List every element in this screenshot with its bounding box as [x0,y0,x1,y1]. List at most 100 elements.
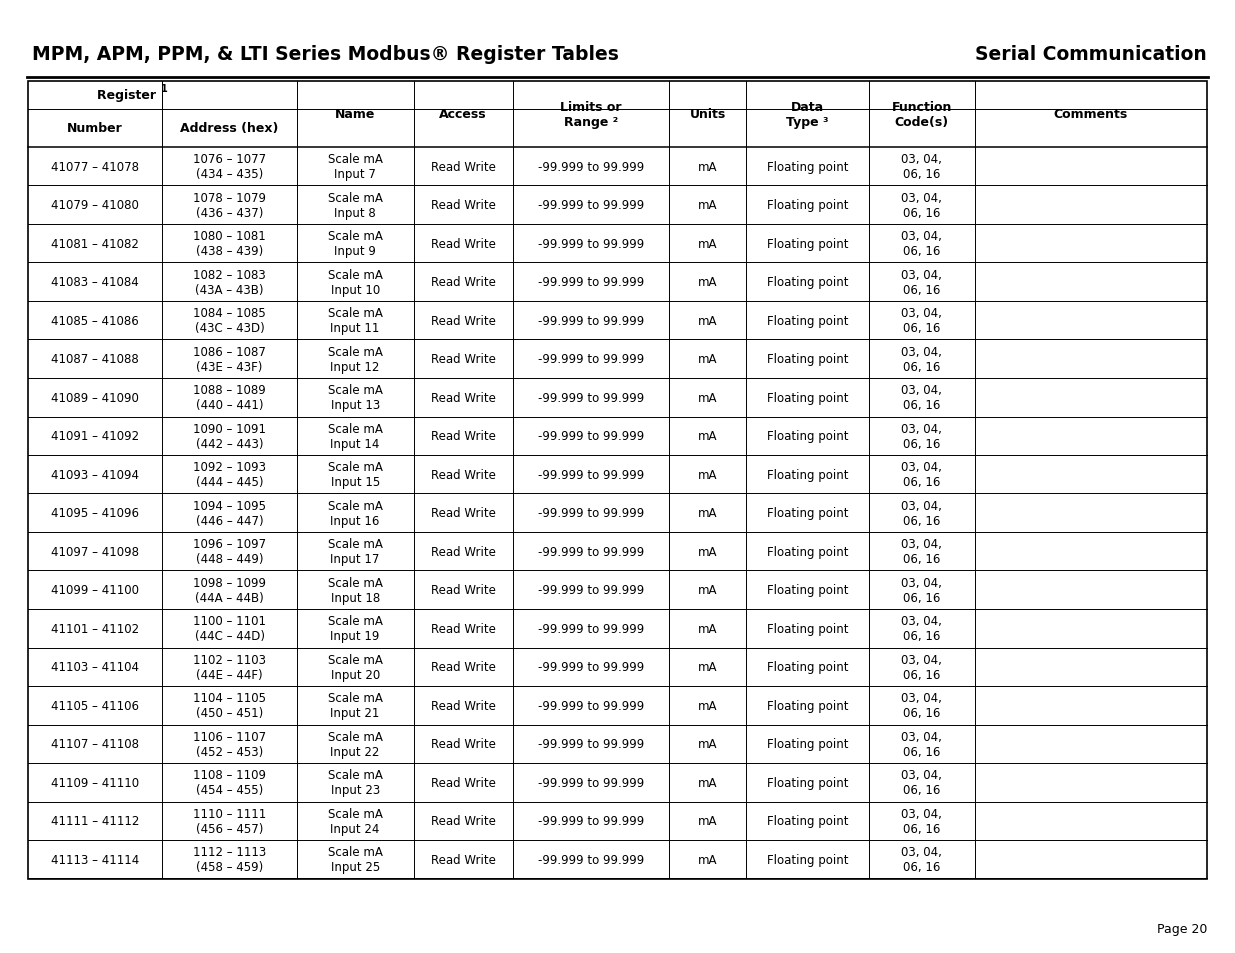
Text: mA: mA [698,815,718,827]
Text: 41079 – 41080: 41079 – 41080 [52,199,140,212]
Text: 41095 – 41096: 41095 – 41096 [51,507,140,519]
Text: 1086 – 1087
(43E – 43F): 1086 – 1087 (43E – 43F) [193,345,266,374]
Text: 1094 – 1095
(446 – 447): 1094 – 1095 (446 – 447) [193,499,266,527]
Text: mA: mA [698,583,718,597]
Text: 1082 – 1083
(43A – 43B): 1082 – 1083 (43A – 43B) [193,269,266,296]
Text: 41083 – 41084: 41083 – 41084 [52,276,140,289]
Text: Data
Type ³: Data Type ³ [785,101,829,129]
Text: 1: 1 [162,84,168,94]
Text: 03, 04,
06, 16: 03, 04, 06, 16 [902,192,942,219]
Text: Read Write: Read Write [431,507,495,519]
Text: Read Write: Read Write [431,237,495,251]
Text: -99.999 to 99.999: -99.999 to 99.999 [538,660,645,674]
Text: 1078 – 1079
(436 – 437): 1078 – 1079 (436 – 437) [193,192,266,219]
Text: Read Write: Read Write [431,815,495,827]
Text: 1110 – 1111
(456 – 457): 1110 – 1111 (456 – 457) [193,807,267,835]
Text: Floating point: Floating point [767,199,848,212]
Text: 03, 04,
06, 16: 03, 04, 06, 16 [902,653,942,681]
Text: mA: mA [698,545,718,558]
Text: Function
Code(s): Function Code(s) [892,101,952,129]
Text: mA: mA [698,507,718,519]
Text: Floating point: Floating point [767,776,848,789]
Text: mA: mA [698,468,718,481]
Text: 1084 – 1085
(43C – 43D): 1084 – 1085 (43C – 43D) [193,307,266,335]
Text: 1098 – 1099
(44A – 44B): 1098 – 1099 (44A – 44B) [193,577,266,604]
Text: 03, 04,
06, 16: 03, 04, 06, 16 [902,615,942,642]
Text: Number: Number [68,122,124,135]
Text: 03, 04,
06, 16: 03, 04, 06, 16 [902,807,942,835]
Text: 03, 04,
06, 16: 03, 04, 06, 16 [902,384,942,412]
Text: Read Write: Read Write [431,199,495,212]
Text: Read Write: Read Write [431,392,495,404]
Text: 1112 – 1113
(458 – 459): 1112 – 1113 (458 – 459) [193,845,267,873]
Text: 1090 – 1091
(442 – 443): 1090 – 1091 (442 – 443) [193,422,266,450]
Text: 03, 04,
06, 16: 03, 04, 06, 16 [902,460,942,489]
Text: 1104 – 1105
(450 – 451): 1104 – 1105 (450 – 451) [193,692,266,720]
Text: mA: mA [698,353,718,366]
Text: Floating point: Floating point [767,545,848,558]
Text: mA: mA [698,776,718,789]
Text: mA: mA [698,161,718,173]
Text: Comments: Comments [1053,109,1128,121]
Text: Read Write: Read Write [431,314,495,328]
Text: 03, 04,
06, 16: 03, 04, 06, 16 [902,345,942,374]
Text: -99.999 to 99.999: -99.999 to 99.999 [538,583,645,597]
Text: -99.999 to 99.999: -99.999 to 99.999 [538,237,645,251]
Text: Scale mA
Input 13: Scale mA Input 13 [327,384,383,412]
Text: 41081 – 41082: 41081 – 41082 [52,237,140,251]
Text: 41105 – 41106: 41105 – 41106 [51,699,140,712]
Text: -99.999 to 99.999: -99.999 to 99.999 [538,392,645,404]
Text: Scale mA
Input 21: Scale mA Input 21 [327,692,383,720]
Text: mA: mA [698,853,718,866]
Text: -99.999 to 99.999: -99.999 to 99.999 [538,622,645,635]
Text: Read Write: Read Write [431,738,495,750]
Text: mA: mA [698,237,718,251]
Text: -99.999 to 99.999: -99.999 to 99.999 [538,468,645,481]
Text: Scale mA
Input 22: Scale mA Input 22 [327,730,383,758]
Text: Floating point: Floating point [767,237,848,251]
Text: Scale mA
Input 18: Scale mA Input 18 [327,577,383,604]
Text: -99.999 to 99.999: -99.999 to 99.999 [538,699,645,712]
Text: Scale mA
Input 7: Scale mA Input 7 [327,153,383,181]
Text: Read Write: Read Write [431,161,495,173]
Text: 41087 – 41088: 41087 – 41088 [52,353,140,366]
Text: -99.999 to 99.999: -99.999 to 99.999 [538,353,645,366]
Text: mA: mA [698,392,718,404]
Text: Floating point: Floating point [767,660,848,674]
Text: Floating point: Floating point [767,583,848,597]
Text: 41111 – 41112: 41111 – 41112 [51,815,140,827]
Text: Floating point: Floating point [767,468,848,481]
Text: -99.999 to 99.999: -99.999 to 99.999 [538,738,645,750]
Text: Limits or
Range ²: Limits or Range ² [561,101,621,129]
Text: Floating point: Floating point [767,161,848,173]
Text: mA: mA [698,276,718,289]
Text: mA: mA [698,430,718,443]
Text: Floating point: Floating point [767,738,848,750]
Text: Read Write: Read Write [431,660,495,674]
Text: 41077 – 41078: 41077 – 41078 [51,161,140,173]
Text: 41089 – 41090: 41089 – 41090 [52,392,140,404]
Text: Scale mA
Input 8: Scale mA Input 8 [327,192,383,219]
Text: Read Write: Read Write [431,276,495,289]
Text: Units: Units [689,109,726,121]
Text: 41109 – 41110: 41109 – 41110 [51,776,140,789]
Text: Page 20: Page 20 [1157,923,1207,935]
Text: 1102 – 1103
(44E – 44F): 1102 – 1103 (44E – 44F) [193,653,266,681]
Bar [28,82,1207,879]
Text: 41099 – 41100: 41099 – 41100 [51,583,140,597]
Text: Scale mA
Input 23: Scale mA Input 23 [327,768,383,797]
Text: Floating point: Floating point [767,622,848,635]
Text: Read Write: Read Write [431,545,495,558]
Text: 03, 04,
06, 16: 03, 04, 06, 16 [902,230,942,258]
Text: Scale mA
Input 16: Scale mA Input 16 [327,499,383,527]
Text: Register: Register [98,90,161,102]
Text: Serial Communication: Serial Communication [976,46,1207,65]
Text: 1108 – 1109
(454 – 455): 1108 – 1109 (454 – 455) [193,768,266,797]
Text: -99.999 to 99.999: -99.999 to 99.999 [538,853,645,866]
Text: Scale mA
Input 17: Scale mA Input 17 [327,537,383,566]
Text: 03, 04,
06, 16: 03, 04, 06, 16 [902,577,942,604]
Text: mA: mA [698,660,718,674]
Text: -99.999 to 99.999: -99.999 to 99.999 [538,815,645,827]
Text: 41093 – 41094: 41093 – 41094 [51,468,140,481]
Text: -99.999 to 99.999: -99.999 to 99.999 [538,276,645,289]
